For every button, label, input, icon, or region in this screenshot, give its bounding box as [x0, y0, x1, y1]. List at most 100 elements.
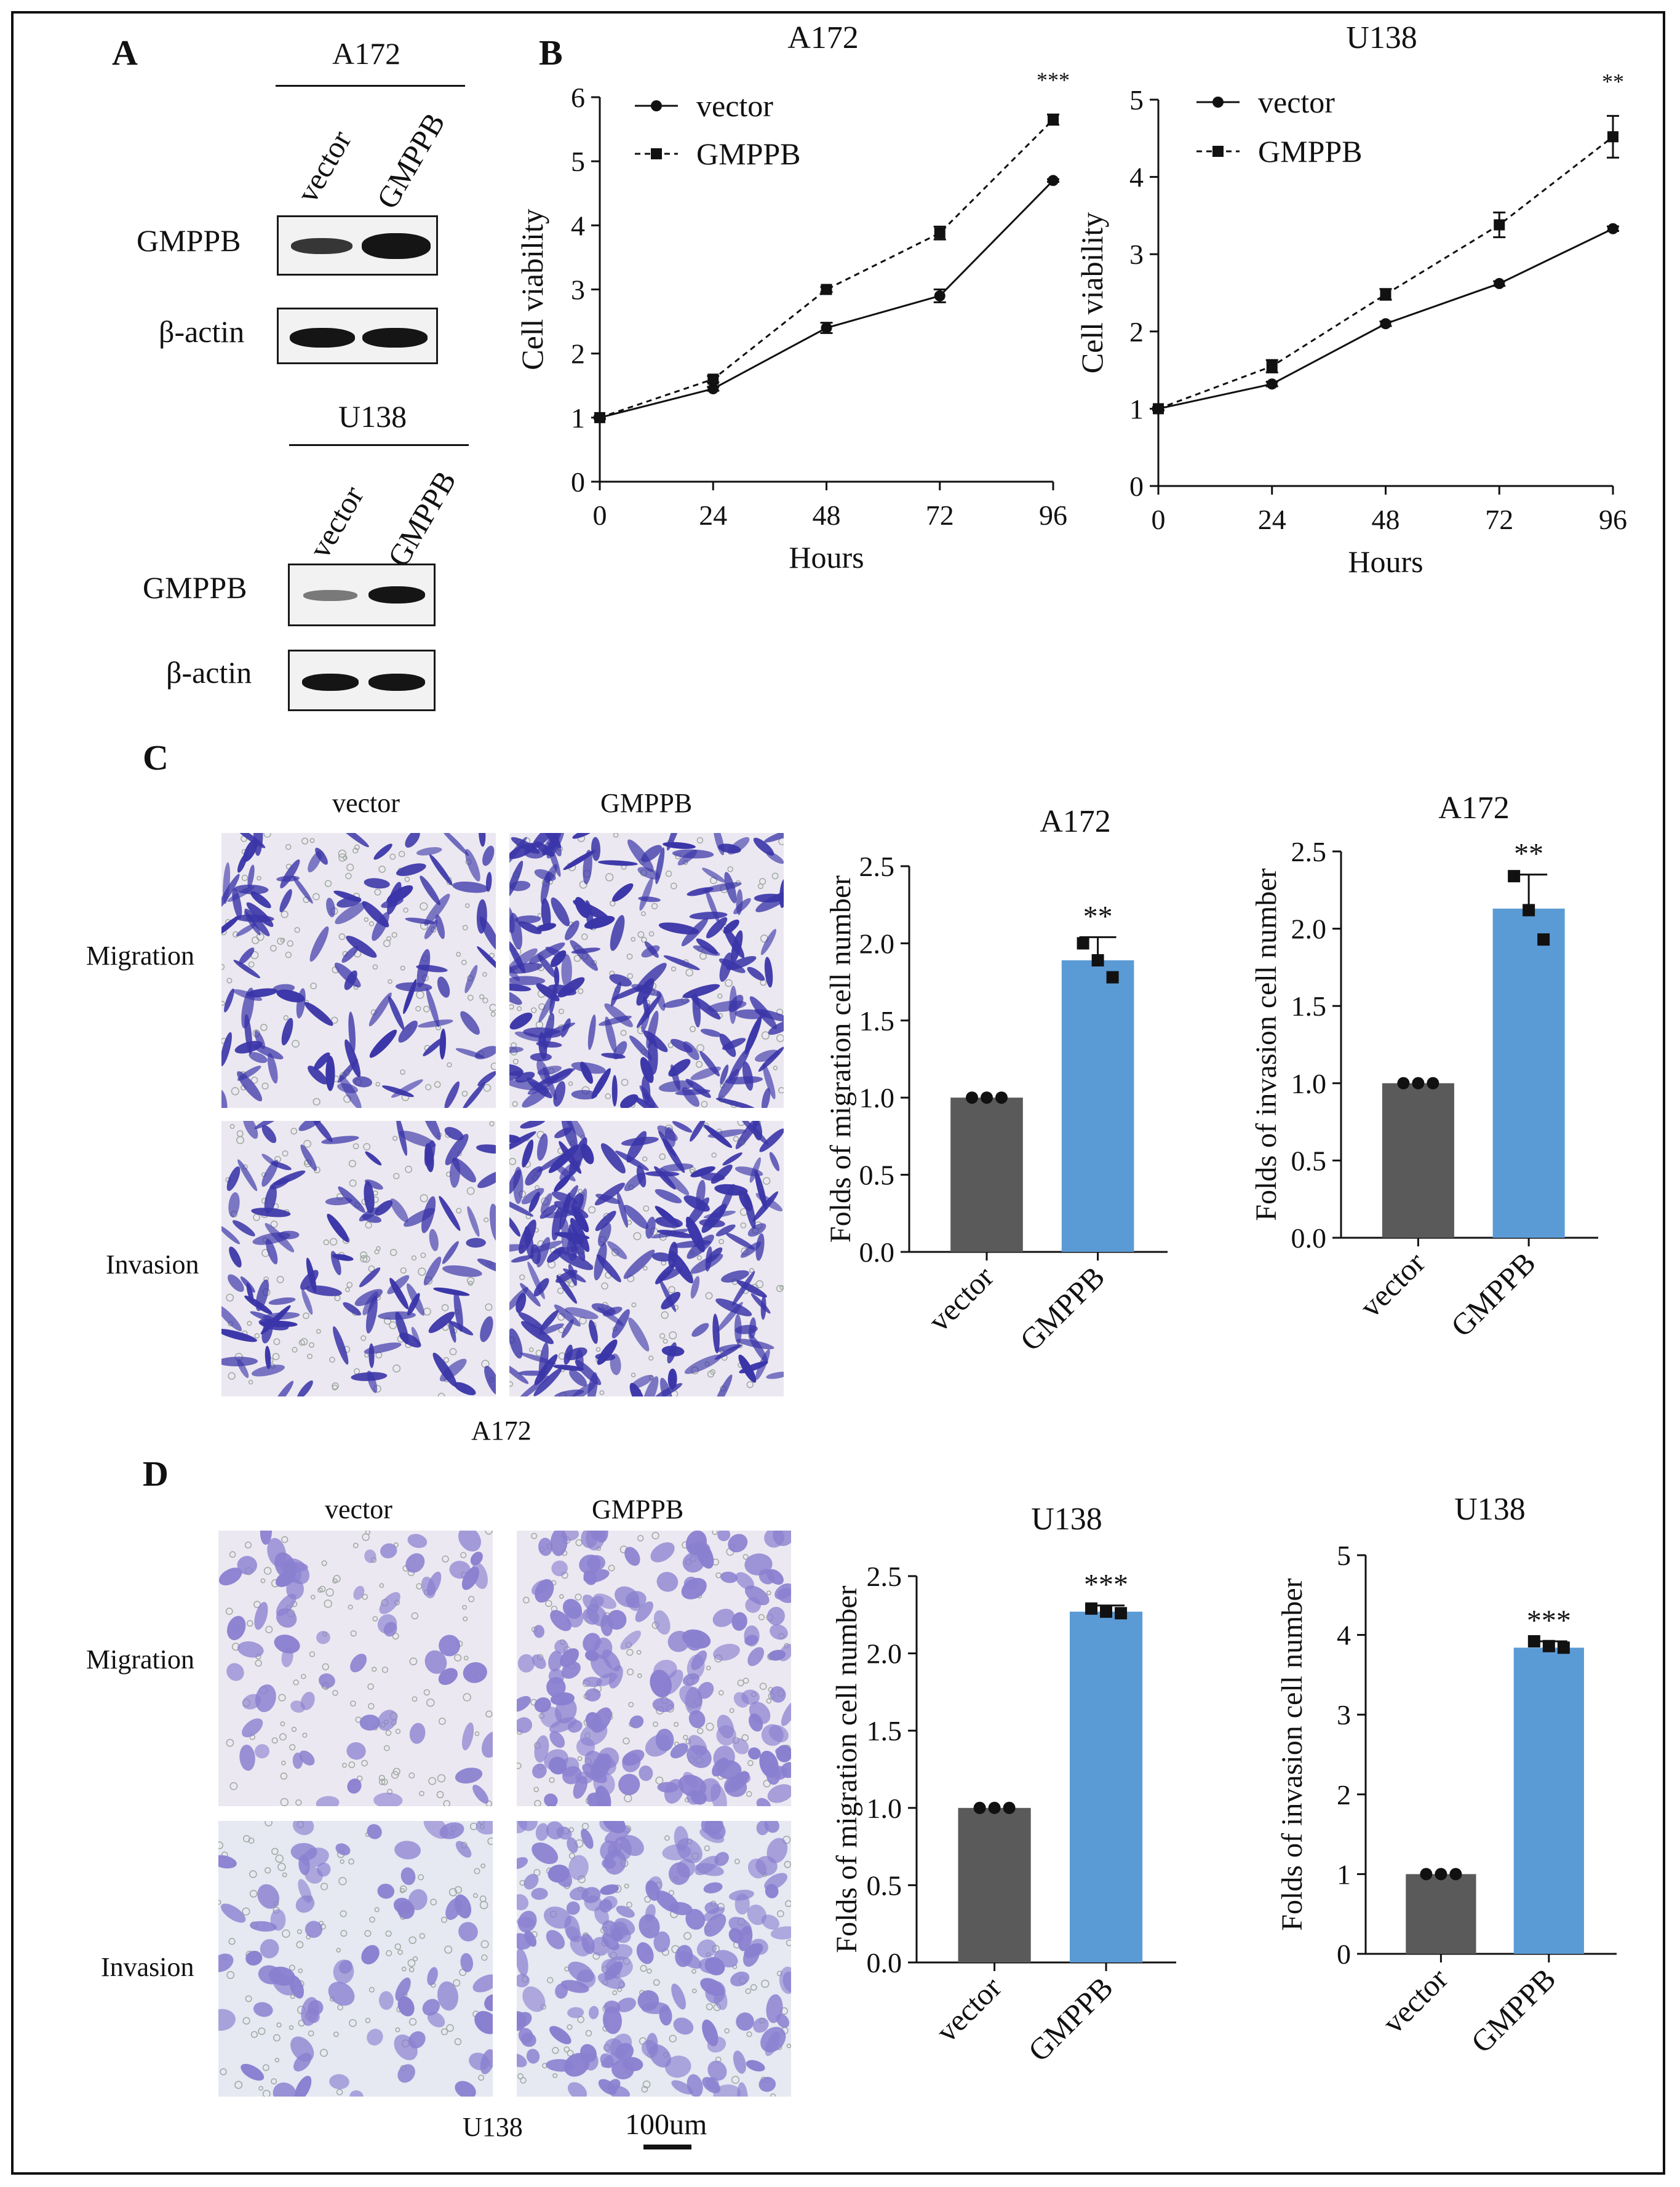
stained-cell — [681, 1577, 707, 1599]
stained-cell — [539, 1204, 558, 1219]
stained-cell — [733, 1692, 749, 1708]
membrane-pore — [338, 933, 346, 940]
stained-cell — [364, 1342, 402, 1354]
membrane-pore — [685, 968, 694, 977]
stained-cell — [518, 2028, 533, 2044]
membrane-pore — [605, 873, 614, 882]
membrane-pore — [257, 875, 261, 881]
stained-cell — [565, 920, 579, 941]
stained-cell — [368, 992, 392, 1027]
replicate-point — [1435, 1868, 1447, 1881]
replicate-point — [1420, 1868, 1433, 1881]
stained-cell — [755, 890, 792, 912]
membrane-pore — [558, 1008, 565, 1014]
stained-cell — [703, 1125, 733, 1148]
stained-cell — [292, 875, 313, 904]
membrane-pore — [319, 1585, 326, 1593]
stained-cell — [744, 1016, 762, 1055]
stained-cell — [405, 830, 420, 848]
stained-cell — [252, 1232, 291, 1245]
membrane-pore — [766, 1590, 771, 1596]
stained-cell — [645, 1904, 656, 1921]
membrane-pore — [395, 2027, 400, 2033]
membrane-pore — [281, 1760, 286, 1766]
stained-cell — [702, 867, 726, 883]
membrane-pore — [323, 1239, 330, 1246]
stained-cell — [691, 1323, 709, 1337]
stained-cell — [520, 1352, 556, 1365]
x-tick-label: vector — [1375, 1961, 1454, 2040]
stained-cell — [304, 1002, 333, 1026]
membrane-pore — [365, 1529, 371, 1535]
replicate-point — [981, 1091, 993, 1104]
y-tick-label: 1.5 — [867, 1715, 902, 1747]
membrane-pore — [241, 874, 249, 882]
micrograph-u138-migration-gmppb — [511, 1518, 798, 1812]
y-tick-label: 1 — [571, 402, 585, 434]
stained-cell — [587, 1014, 596, 1050]
stained-cell — [661, 1345, 685, 1356]
x-tick-label: 96 — [1039, 500, 1067, 531]
membrane-pore — [389, 1249, 397, 1256]
membrane-pore — [320, 1882, 328, 1890]
stained-cell — [653, 1931, 671, 1953]
membrane-pore — [454, 1654, 462, 1662]
membrane-pore — [420, 1253, 426, 1258]
membrane-pore — [279, 1733, 287, 1741]
stained-cell — [762, 1063, 776, 1099]
membrane-pore — [365, 2017, 371, 2023]
membrane-pore — [425, 1084, 432, 1091]
stained-cell — [325, 1197, 352, 1206]
membrane-pore — [440, 2028, 448, 2036]
stained-cell — [549, 1068, 573, 1084]
stained-cell — [397, 2064, 415, 2083]
membrane-pore — [762, 1177, 771, 1185]
stained-cell — [267, 1053, 278, 1084]
membrane-pore — [285, 951, 292, 958]
membrane-pore — [740, 1222, 747, 1229]
stained-cell — [271, 1161, 292, 1171]
membrane-pore — [368, 1265, 375, 1272]
stained-cell — [594, 1637, 613, 1659]
membrane-pore — [621, 1078, 629, 1086]
stained-cell — [602, 1307, 623, 1317]
membrane-pore — [771, 872, 779, 880]
replicate-point — [1085, 1602, 1098, 1615]
membrane-pore — [552, 2047, 559, 2054]
stained-cell — [719, 958, 746, 973]
membrane-pore — [581, 933, 588, 941]
legend-marker-vector — [1212, 97, 1224, 108]
stained-cell — [306, 1257, 317, 1293]
stained-cell — [623, 1249, 655, 1279]
membrane-pore — [745, 1988, 751, 1994]
data-point-GMPPB — [1380, 289, 1391, 300]
significance-annotation: *** — [1527, 1604, 1571, 1637]
stained-cell — [470, 1552, 483, 1566]
stained-cell — [319, 1673, 335, 1688]
stained-cell — [393, 1897, 413, 1914]
stained-cell — [332, 1254, 354, 1261]
membrane-pore — [478, 2074, 485, 2081]
blot-a172-row-actin: β-actin — [159, 314, 245, 349]
membrane-pore — [637, 1673, 642, 1678]
stained-cell — [750, 1293, 771, 1314]
membrane-pore — [300, 1337, 308, 1345]
stained-cell — [359, 1267, 381, 1288]
stained-cell — [640, 1057, 654, 1083]
stained-cell — [764, 1528, 785, 1548]
membrane-pore — [463, 1655, 469, 1661]
stained-cell — [254, 1030, 265, 1050]
stained-cell — [386, 885, 413, 904]
membrane-pore — [226, 978, 233, 984]
stained-cell — [455, 2081, 476, 2099]
stained-cell — [599, 1899, 613, 1913]
stained-cell — [629, 1715, 644, 1729]
stained-cell — [704, 1913, 727, 1937]
stained-cell — [232, 1220, 255, 1237]
stained-cell — [657, 1230, 694, 1238]
membrane-pore — [375, 1082, 381, 1087]
x-tick-label: 48 — [1372, 504, 1400, 535]
y-tick-label: 0.5 — [867, 1870, 902, 1901]
membrane-pore — [733, 1136, 739, 1142]
stained-cell — [242, 1718, 263, 1738]
